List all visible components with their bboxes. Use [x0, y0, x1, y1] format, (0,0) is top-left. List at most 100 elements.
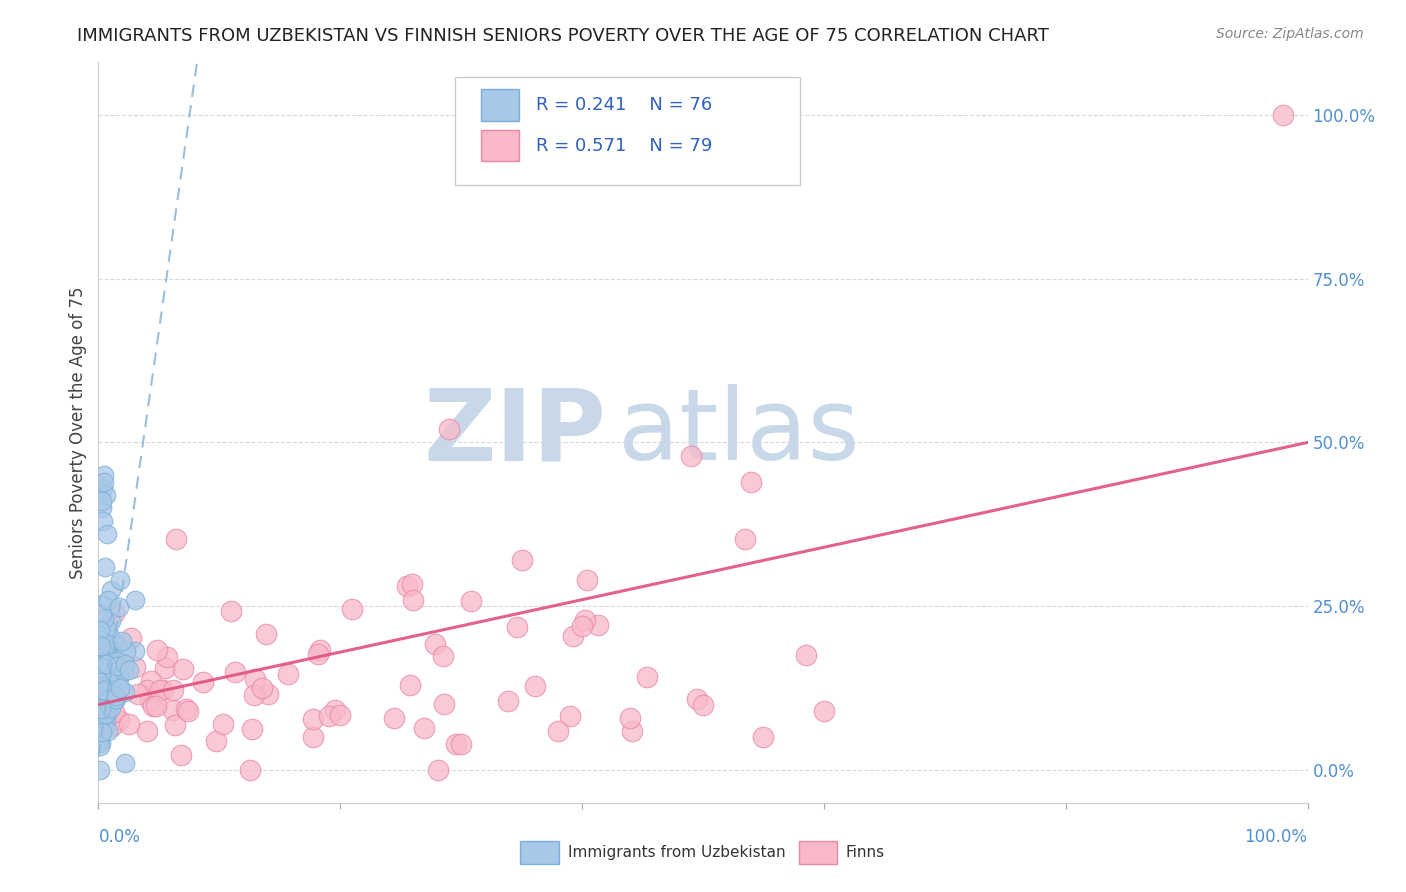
Point	[93, 611, 115, 625]
Point	[96, 637, 118, 651]
Point	[108, 655, 131, 669]
Point	[96, 647, 118, 661]
Point	[277, 667, 299, 681]
Text: IMMIGRANTS FROM UZBEKISTAN VS FINNISH SENIORS POVERTY OVER THE AGE OF 75 CORRELA: IMMIGRANTS FROM UZBEKISTAN VS FINNISH SE…	[77, 27, 1049, 45]
Point	[243, 689, 266, 703]
Point	[329, 707, 352, 722]
Point	[204, 733, 226, 747]
Point	[93, 475, 115, 489]
Point	[103, 606, 125, 620]
Point	[89, 739, 111, 753]
Point	[174, 701, 197, 715]
Point	[170, 748, 193, 763]
Point	[108, 681, 131, 695]
Point	[104, 693, 127, 707]
Point	[145, 698, 167, 713]
Point	[94, 676, 117, 690]
Point	[152, 682, 174, 697]
Point	[243, 672, 266, 686]
Point	[108, 573, 131, 587]
Point	[97, 593, 120, 607]
Point	[135, 724, 157, 739]
Point	[115, 644, 138, 658]
Point	[619, 711, 641, 725]
Point	[100, 583, 122, 598]
Point	[89, 657, 111, 672]
Point	[120, 631, 142, 645]
FancyBboxPatch shape	[799, 840, 837, 864]
Point	[93, 708, 115, 723]
FancyBboxPatch shape	[520, 840, 560, 864]
Point	[301, 730, 323, 744]
Point	[145, 643, 167, 657]
Text: atlas: atlas	[619, 384, 860, 481]
Point	[91, 724, 114, 739]
Point	[401, 577, 423, 591]
Point	[101, 719, 124, 733]
Point	[156, 649, 179, 664]
Point	[93, 665, 115, 680]
Point	[558, 708, 581, 723]
Point	[574, 613, 596, 627]
Point	[87, 734, 110, 748]
Point	[103, 705, 125, 719]
Point	[93, 691, 115, 706]
Point	[162, 682, 184, 697]
Point	[576, 573, 599, 587]
FancyBboxPatch shape	[481, 130, 519, 161]
Point	[90, 640, 112, 654]
Point	[100, 672, 122, 686]
Point	[100, 614, 122, 628]
Point	[96, 527, 118, 541]
Point	[91, 494, 114, 508]
Point	[97, 704, 120, 718]
Text: R = 0.241    N = 76: R = 0.241 N = 76	[536, 96, 713, 114]
Point	[93, 706, 115, 721]
Point	[323, 703, 346, 717]
Point	[108, 672, 131, 686]
Point	[94, 655, 117, 669]
Point	[240, 722, 263, 736]
Point	[108, 713, 131, 727]
Point	[318, 708, 340, 723]
Point	[105, 659, 128, 673]
Point	[510, 553, 533, 567]
Text: Immigrants from Uzbekistan: Immigrants from Uzbekistan	[568, 845, 785, 860]
Point	[98, 629, 121, 643]
Point	[100, 651, 122, 665]
Point	[89, 695, 111, 709]
Point	[752, 731, 775, 745]
Point	[138, 693, 160, 707]
Point	[163, 718, 186, 732]
Y-axis label: Seniors Poverty Over the Age of 75: Seniors Poverty Over the Age of 75	[69, 286, 87, 579]
Point	[118, 717, 141, 731]
Point	[450, 737, 472, 751]
Point	[90, 725, 112, 739]
Point	[571, 619, 593, 633]
Point	[342, 602, 364, 616]
Point	[91, 660, 114, 674]
Point	[562, 629, 585, 643]
Point	[94, 703, 117, 717]
Point	[94, 707, 117, 722]
Point	[90, 632, 112, 647]
Point	[395, 579, 418, 593]
Point	[91, 597, 114, 611]
Point	[496, 694, 519, 708]
Point	[402, 592, 425, 607]
Point	[91, 500, 114, 515]
Point	[94, 681, 117, 696]
Point	[100, 677, 122, 691]
FancyBboxPatch shape	[456, 78, 800, 185]
Point	[108, 668, 131, 682]
Point	[87, 682, 110, 697]
Point	[104, 690, 127, 704]
Point	[93, 662, 115, 676]
Point	[124, 644, 146, 658]
Point	[96, 714, 118, 728]
Point	[94, 488, 117, 502]
Text: 100.0%: 100.0%	[1244, 828, 1308, 846]
Point	[692, 698, 714, 712]
Text: Finns: Finns	[845, 845, 884, 860]
Point	[94, 560, 117, 574]
